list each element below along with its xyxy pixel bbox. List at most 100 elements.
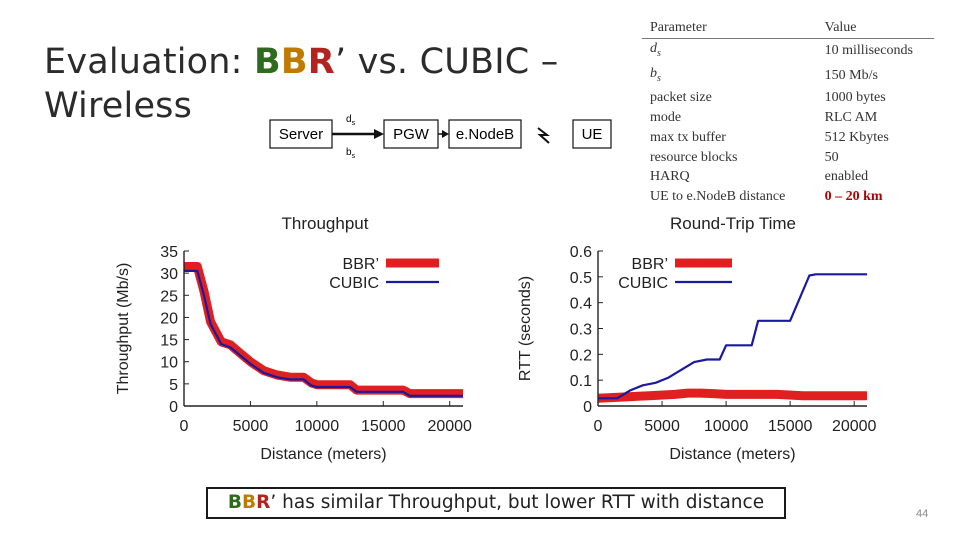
title-bbr-r: R (307, 42, 335, 82)
topology-ds-label: ds (346, 114, 356, 127)
parameter-table: Parameter Value ds 10 milliseconds bs 150 M… (642, 18, 934, 207)
title-bbr-b1: B (254, 42, 281, 82)
series-line-bbr (597, 388, 867, 403)
x-tick-label: 0 (180, 418, 189, 435)
topology-node-pgw-label: PGW (393, 126, 430, 143)
parameter-name-text: HARQ (650, 169, 690, 185)
topology-node-enodeb-label: e.NodeB (456, 126, 514, 143)
title-line2: Wireless (44, 86, 193, 126)
y-tick-label: 0.2 (570, 347, 592, 364)
y-tick-label: 25 (160, 288, 178, 305)
x-tick-label: 5000 (644, 418, 680, 435)
parameter-name: mode (642, 108, 817, 128)
legend-label: CUBIC (618, 275, 668, 292)
parameter-value: 512 Kbytes (824, 129, 889, 145)
parameter-name: HARQ (642, 167, 817, 187)
topology-node-ue: UE (572, 119, 612, 149)
page-number: 44 (916, 508, 929, 520)
topology-diagram: Server ds bs PGW e.NodeB UE (269, 114, 612, 160)
y-tick-label: 0.4 (570, 296, 592, 313)
wireless-link-icon (537, 127, 550, 144)
y-tick-label: 35 (160, 244, 178, 261)
y-tick-label: 0.5 (570, 270, 592, 287)
x-tick-label: 20000 (427, 418, 472, 435)
parameter-name: UE to e.NodeB distance (642, 187, 817, 207)
y-tick-label: 0 (169, 399, 178, 416)
throughput-chart: Throughput Throughput (Mb/s) Distance (met… (115, 214, 472, 463)
title-prefix: Evaluation: (44, 42, 254, 82)
parameter-row: HARQ enabled (642, 167, 934, 187)
y-tick-label: 0 (583, 399, 592, 416)
parameter-name-subscript: s (657, 47, 661, 59)
parameter-row: mode RLC AM (642, 108, 934, 128)
parameter-name: bs (642, 64, 817, 89)
chart-title: Round-Trip Time (670, 214, 796, 233)
y-tick-label: 0.3 (570, 322, 592, 339)
topology-node-ue-label: UE (582, 126, 603, 143)
rtt-chart: Round-Trip Time RTT (seconds) Distance (me… (517, 214, 877, 463)
caption-box: BBR’ has similar Throughput, but lower R… (206, 487, 786, 519)
topology-arrowhead-2 (442, 130, 449, 138)
topology-ds-main: d (346, 114, 352, 125)
parameter-value: RLC AM (824, 109, 878, 125)
caption-text: ’ has similar Throughput, but lower RTT … (270, 492, 765, 513)
parameter-name-subscript: s (657, 72, 661, 84)
parameter-name: max tx buffer (642, 128, 817, 148)
parameter-table-header: Parameter Value (642, 18, 934, 39)
topology-bs-label: bs (346, 147, 356, 160)
chart-title: Throughput (282, 214, 369, 233)
slide-title: Evaluation: BBR’ vs. CUBIC – Wireless (44, 40, 604, 128)
y-tick-label: 15 (160, 333, 178, 350)
parameter-name-text: resource blocks (650, 149, 738, 165)
topology-arrowhead-1 (374, 129, 384, 139)
x-tick-label: 10000 (704, 418, 749, 435)
caption-bbr-b1: B (227, 492, 243, 513)
y-tick-label: 30 (160, 266, 178, 283)
parameter-row: UE to e.NodeB distance 0 – 20 km (642, 187, 934, 207)
parameter-name-text: b (650, 65, 657, 81)
value-header: Value (816, 18, 934, 39)
topology-ds-sub: s (352, 120, 356, 127)
y-tick-label: 0.6 (570, 244, 592, 261)
parameter-name-text: UE to e.NodeB distance (650, 189, 786, 205)
x-tick-label: 20000 (832, 418, 877, 435)
x-tick-label: 15000 (768, 418, 813, 435)
parameter-header: Parameter (642, 18, 817, 39)
parameter-name: resource blocks (642, 148, 817, 168)
series-line-bbr (184, 262, 463, 399)
parameter-row: resource blocks 50 (642, 148, 934, 168)
parameter-value: 50 (824, 149, 839, 165)
topology-node-enodeb: e.NodeB (448, 119, 522, 149)
topology-node-pgw: PGW (383, 119, 439, 149)
parameter-value: 150 Mb/s (824, 67, 878, 83)
y-tick-label: 0.1 (570, 373, 592, 390)
title-suffix: ’ vs. CUBIC – (334, 42, 559, 82)
x-tick-label: 10000 (295, 418, 340, 435)
parameter-row: max tx buffer 512 Kbytes (642, 128, 934, 148)
x-tick-label: 0 (594, 418, 603, 435)
caption-bbr-b2: B (242, 492, 257, 513)
x-tick-label: 15000 (361, 418, 406, 435)
parameter-row: bs 150 Mb/s (642, 64, 934, 89)
y-axis-label: RTT (seconds) (517, 276, 534, 381)
x-axis-label: Distance (meters) (260, 446, 386, 463)
caption-bbr-r: R (256, 492, 271, 513)
legend-label: BBR’ (343, 256, 379, 273)
y-tick-label: 20 (160, 310, 178, 327)
parameter-value: enabled (824, 169, 869, 185)
series-line-cubic (598, 273, 867, 400)
parameter-value: 0 – 20 km (824, 189, 883, 205)
x-tick-label: 5000 (233, 418, 269, 435)
x-axis-label: Distance (meters) (669, 446, 795, 463)
parameter-row: packet size 1000 bytes (642, 88, 934, 108)
parameter-name-text: d (650, 41, 657, 56)
parameter-name: ds (642, 39, 817, 64)
series-line-cubic (184, 269, 463, 397)
y-tick-label: 10 (160, 355, 178, 372)
parameter-value: 1000 bytes (824, 90, 886, 106)
parameter-name-text: max tx buffer (650, 129, 726, 145)
parameter-row: ds 10 milliseconds (642, 39, 934, 64)
topology-bs-sub: s (352, 153, 356, 160)
parameter-name-text: mode (650, 109, 682, 125)
parameter-value: 10 milliseconds (824, 43, 913, 59)
